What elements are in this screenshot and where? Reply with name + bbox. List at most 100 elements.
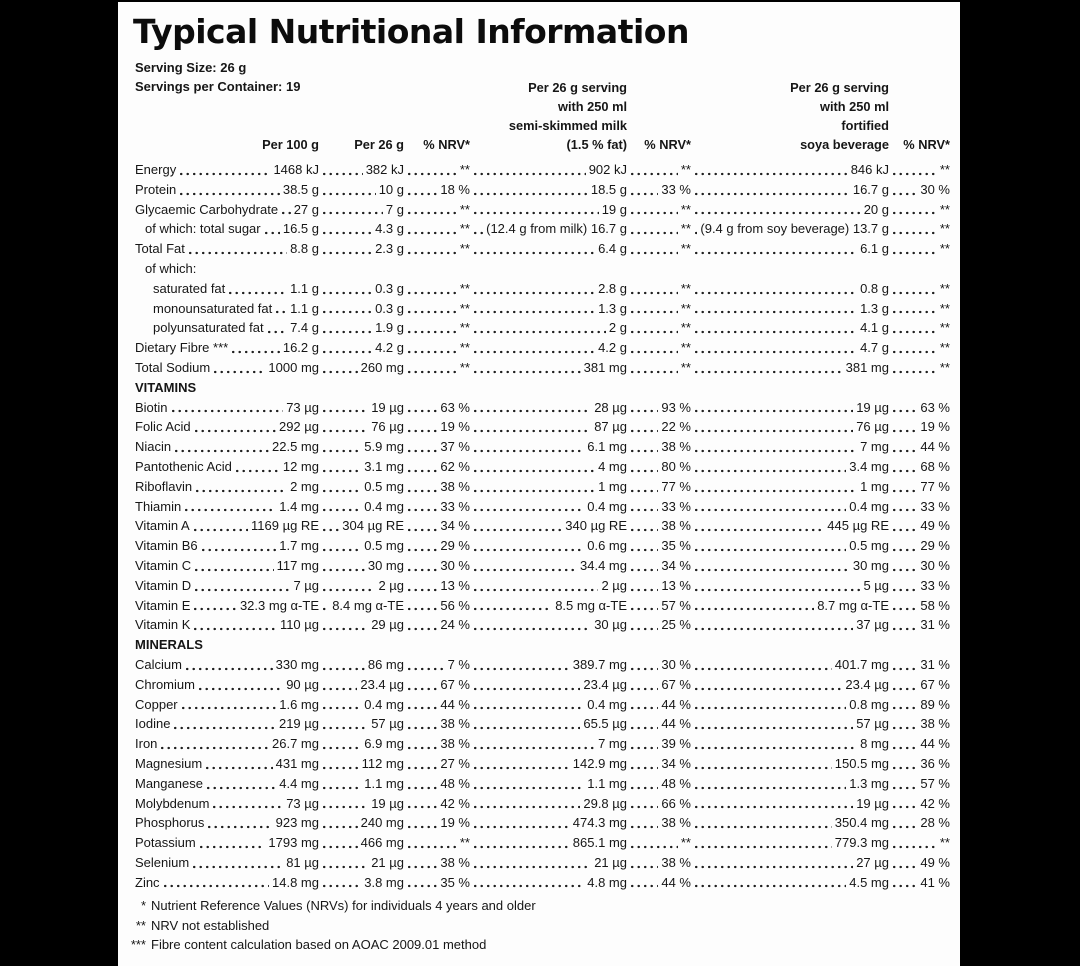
dot-leader [474,706,585,711]
dot-leader [474,567,578,572]
value-per_100g: 1000 mg [268,359,319,375]
header-milk-line: (1.5 % fat) [566,137,627,152]
value-nrv_1: 7 % [447,656,470,672]
value-soy_serving: 4.5 mg [849,874,889,890]
dot-leader [631,567,659,572]
dot-leader [474,547,585,552]
dot-leader [408,844,457,849]
cell-milk_serving: 18.5 g [470,180,627,200]
value-per_26g: 0.3 g [375,300,404,316]
cell-nrv_3: ** [889,200,950,220]
cell-nrv_3: 89 % [889,695,950,715]
cell-nrv_1: 35 % [404,873,470,893]
cell-nrv_3: ** [889,358,950,378]
table-row: Pantothenic Acid 12 mg 3.1 mg 62 % 4 mg 80 % 3… [118,457,960,477]
value-nrv_2: 57 % [661,597,691,613]
servings-per-container: Servings per Container: 19 [135,79,301,94]
row-label: Calcium [135,656,182,672]
value-nrv_3: ** [939,835,950,851]
value-nrv_1: 37 % [440,439,470,455]
cell-nrv_3: 38 % [889,714,950,734]
dot-leader [180,191,280,196]
cell-nrv_1: 29 % [404,536,470,556]
cell-soy_serving: 0.4 mg [691,497,889,517]
value-nrv_3: 31 % [920,656,950,672]
cell-milk_serving: 389.7 mg [470,655,627,675]
value-per_26g: 304 µg RE [342,518,404,534]
cell-nrv_2: 33 % [627,180,691,200]
row-label: Magnesium [135,755,203,771]
cell-soy_serving: 350.4 mg [691,813,889,833]
dot-leader [631,528,659,533]
dot-leader [695,231,698,236]
row-label: Selenium [135,854,190,870]
value-milk_serving: 21 µg [594,854,627,870]
cell-nrv_1: 7 % [404,655,470,675]
table-row: Protein 38.5 g 10 g 18 % 18.5 g 33 % 16.7 g 30 … [118,180,960,200]
dot-leader [631,349,678,354]
row-label: Vitamin K [135,617,191,633]
dot-leader [408,666,445,671]
cell-soy_serving: 8 mg [691,734,889,754]
dot-leader [214,369,266,374]
row-label: Glycaemic Carbohydrate [135,201,279,217]
dot-leader [474,330,606,335]
serving-size: Serving Size: 26 g [135,60,247,75]
value-nrv_2: 25 % [661,617,691,633]
dot-leader [323,785,362,790]
dot-leader [408,231,457,236]
dot-leader [323,429,369,434]
cell-nrv_1: 19 % [404,813,470,833]
header-milk-line: with 250 ml [558,99,627,114]
value-per_26g: 6.9 mg [364,736,404,752]
value-per_26g: 4.2 g [375,340,404,356]
cell-nrv_2: 44 % [627,714,691,734]
dot-leader [474,627,592,632]
table-row: Phosphorus 923 mg 240 mg 19 % 474.3 mg 38 % 35… [118,813,960,833]
cell-nrv_1: ** [404,200,470,220]
cell-nrv_1: 13 % [404,576,470,596]
value-soy_serving: 23.4 µg [845,676,889,692]
cell-per_26g: 0.4 mg [319,695,404,715]
cell-soy_serving: 0.5 mg [691,536,889,556]
value-milk_serving: 18.5 g [590,181,627,197]
table-row: Selenium 81 µg 21 µg 38 % 21 µg 38 % 27 µg 49 % [118,853,960,873]
value-nrv_1: 24 % [440,617,470,633]
table-row: Calcium 330 mg 86 mg 7 % 389.7 mg 30 % 401.7 m… [118,655,960,675]
cell-per_26g: 5.9 mg [319,437,404,457]
value-per_100g: 1793 mg [268,835,319,851]
dot-leader [408,508,438,513]
dot-leader [893,448,918,453]
dot-leader [171,409,284,414]
dot-leader [695,468,847,473]
value-milk_serving: 19 g [601,201,627,217]
cell-per_26g: 10 g [319,180,404,200]
value-per_26g: 7 g [385,201,404,217]
value-per_26g: 30 mg [367,557,404,573]
value-nrv_3: ** [939,280,950,296]
cell-nrv_3: 41 % [889,873,950,893]
value-soy_serving: 30 mg [852,557,889,573]
cell-nrv_2: ** [627,279,691,299]
row-label: Iodine [135,716,171,732]
dot-leader [323,627,369,632]
dot-leader [196,488,288,493]
dot-leader [631,627,659,632]
cell-per_26g: 260 mg [319,358,404,378]
dot-leader [408,765,438,770]
value-nrv_3: ** [939,201,950,217]
value-soy_serving: 8.7 mg α-TE [817,597,889,613]
cell-milk_serving: 28 µg [470,398,627,418]
value-nrv_3: 33 % [920,577,950,593]
value-nrv_2: 93 % [661,399,691,415]
dot-leader [893,429,918,434]
value-milk_serving: 6.1 mg [587,439,627,455]
cell-milk_serving: 19 g [470,200,627,220]
dot-leader [408,488,438,493]
cell-per_26g: 23.4 µg [319,675,404,695]
value-nrv_3: 38 % [920,716,950,732]
dot-leader [198,686,284,691]
dot-leader [201,547,277,552]
value-nrv_1: ** [459,221,470,237]
dot-leader [631,686,659,691]
